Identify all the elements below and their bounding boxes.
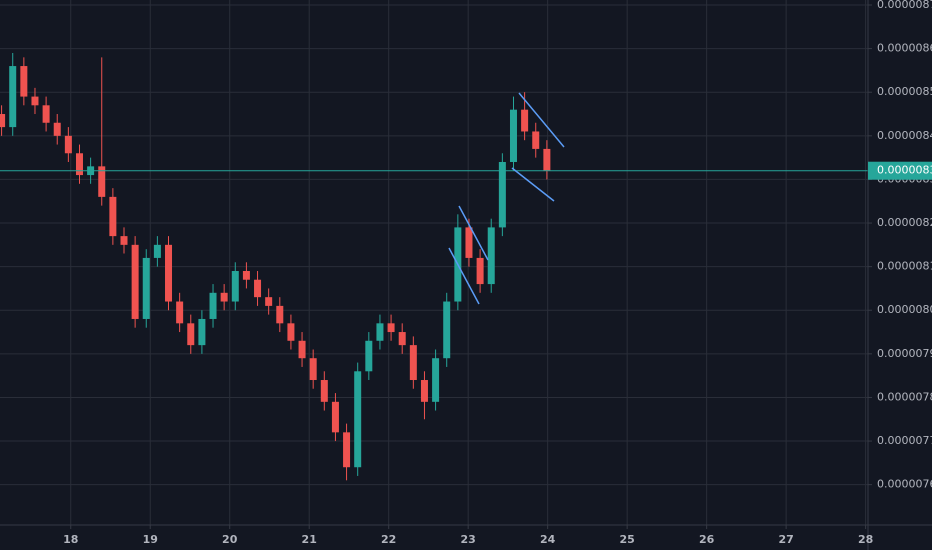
trend-line [511,167,555,202]
y-tick-label: 0.00000790 [877,347,932,360]
axes: 0.00000760 0.00000770 0.00000780 0.00000790… [63,0,932,546]
y-tick-label: 0.00000810 [877,260,932,273]
candle-body [131,244,139,319]
y-tick-label: 0.00000860 [877,42,932,55]
candle-body [142,257,150,319]
x-tick-label: 27 [778,533,793,546]
candle-body [64,135,72,154]
candle-body [276,305,284,324]
candle-body [521,109,529,132]
candle-body [498,161,506,228]
y-tick-label: 0.00000820 [877,216,932,229]
x-tick-label: 18 [63,533,78,546]
candle-body [98,166,106,197]
candle-body [331,401,339,433]
candle-body [9,66,17,128]
candle-body [398,332,406,346]
candle-body [209,292,217,319]
candle-body [543,148,551,171]
y-tick-label: 0.00000760 [877,478,932,491]
candle-body [120,236,128,245]
candle-body [20,66,28,97]
candle-body [532,131,540,149]
y-tick-label: 0.00000850 [877,85,932,98]
candle-body [42,105,50,123]
candle-body [75,153,83,176]
candle-body [487,227,495,285]
last-price-label: 0.00000832 [877,164,932,177]
candle-body [443,301,451,359]
candle-body [509,109,517,162]
x-tick-label: 19 [143,533,158,546]
x-tick-label: 25 [619,533,634,546]
y-tick-label: 0.00000840 [877,129,932,142]
candle-body [220,292,228,302]
x-tick-label: 20 [222,533,238,546]
candle-body [0,114,6,128]
candle-body [31,96,39,106]
x-tick-label: 22 [381,533,396,546]
trend-line [448,247,480,305]
candle-body [254,279,262,298]
y-tick-label: 0.00000870 [877,0,932,11]
x-tick-label: 21 [302,533,317,546]
candle-body [231,271,239,302]
candle-body [420,380,428,402]
trend-line [518,92,565,148]
candle-body [465,227,473,258]
candle-body [109,196,117,237]
candle-body [198,318,206,346]
candle-body [309,358,317,381]
x-tick-label: 28 [858,533,873,546]
candle-body [153,244,161,258]
candle-body [298,340,306,359]
y-tick-label: 0.00000780 [877,390,932,403]
candle-body [165,244,173,302]
candles [0,52,868,481]
candle-body [242,271,250,280]
candle-body [53,122,61,136]
y-tick-label: 0.00000800 [877,303,932,316]
trend-lines [448,92,565,305]
candle-body [476,257,484,285]
candle-body [387,323,395,333]
candle-body [365,340,373,372]
candle-body [409,345,417,381]
candle-body [376,323,384,341]
trend-line [458,205,489,261]
candle-body [265,297,273,306]
candle-body [354,371,362,468]
candle-body [187,323,195,346]
x-tick-label: 23 [461,533,476,546]
candle-body [176,301,184,324]
x-tick-label: 24 [540,533,556,546]
candle-body [432,358,440,402]
y-tick-label: 0.00000770 [877,434,932,447]
x-tick-label: 26 [699,533,715,546]
candle-body [320,380,328,402]
candle-body [343,432,351,468]
candle-body [287,323,295,341]
last-price-box [868,161,932,180]
